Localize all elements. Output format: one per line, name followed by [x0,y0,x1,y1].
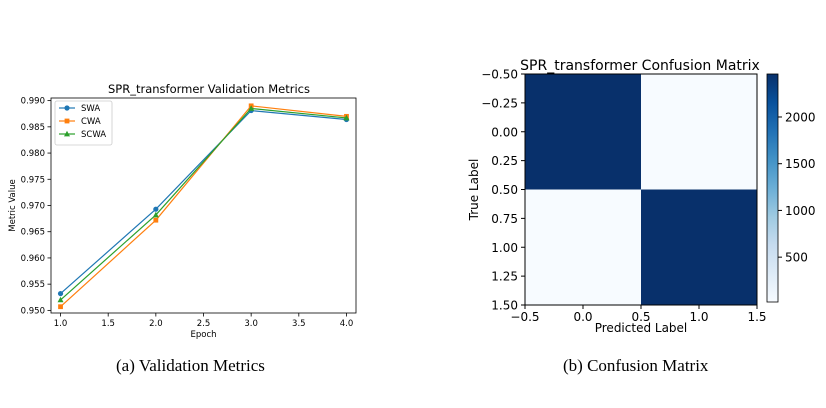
cm-y-tick-label: 1.50 [491,299,518,313]
matrix-cell-1-0 [525,189,641,305]
x-tick-label: 1.0 [54,319,68,329]
x-tick-label: 4.0 [340,319,354,329]
y-tick-label: 0.965 [21,228,45,238]
x-tick-label: 2.5 [197,319,211,329]
series-line-cwa [60,105,347,308]
colorbar [766,73,779,303]
colorbar-tick-label: 2000 [785,110,816,124]
legend-marker-cwa [64,118,70,124]
cm-x-tick-label: −0.5 [510,310,539,324]
confusion-matrix-x-label: Predicted Label [595,321,688,335]
line-chart-axes [50,97,357,314]
caption-a: (a) Validation Metrics [116,356,265,376]
legend-label-cwa: CWA [81,117,101,127]
legend-item-cwa: CWA [59,117,101,127]
line-chart-y-label: Metric Value [8,179,18,231]
cm-x-tick-label: 1.5 [747,310,766,324]
cm-y-tick-label: 0.00 [491,125,518,139]
cm-y-tick-label: 1.00 [491,241,518,255]
legend-marker-scwa [64,130,70,137]
y-tick-label: 0.950 [21,306,45,316]
confusion-matrix-y-label: True Label [467,159,481,222]
matrix-cell-1-1 [641,189,757,305]
caption-b-label: (b) [563,356,583,375]
cm-y-tick-label: 1.25 [491,270,518,284]
matrix-cell-0-0 [525,74,641,190]
data-point-cwa [58,304,63,310]
cm-x-tick-label: 1.0 [689,310,708,324]
cm-x-tick-label: 0.5 [631,310,650,324]
caption-a-label: (a) [116,356,135,375]
data-point-scwa [152,211,159,218]
data-point-cwa [153,217,159,223]
cm-y-tick-label: −0.50 [481,68,518,82]
data-point-swa [153,206,159,212]
legend-label-scwa: SCWA [81,130,106,140]
cm-y-tick-label: 0.50 [491,183,518,197]
x-tick-label: 1.5 [101,319,115,329]
y-tick-label: 0.970 [21,202,45,212]
confusion-matrix-title: SPR_transformer Confusion Matrix [520,58,760,74]
series-line-swa [60,109,347,295]
series-line-scwa [60,107,347,301]
caption-b-text: Confusion Matrix [587,356,709,375]
legend-marker-swa [64,105,70,111]
y-tick-label: 0.980 [21,149,45,159]
legend-item-swa: SWA [59,104,100,114]
x-tick-label: 2.0 [149,319,163,329]
data-point-swa [57,290,64,297]
line-chart-title: SPR_transformer Validation Metrics [108,82,310,96]
cm-y-tick-label: 0.25 [491,154,518,168]
cm-y-tick-label: 0.75 [491,212,518,226]
validation-metrics-chart: SPR_transformer Validation Metrics 1.0 1.… [8,82,357,340]
cm-x-tick-label: 0.0 [573,310,592,324]
confusion-matrix-chart: SPR_transformer Confusion Matrix −0.5 0.0… [467,58,816,335]
y-tick-label: 0.975 [21,175,45,185]
caption-a-text: Validation Metrics [138,356,265,375]
cm-y-tick-label: −0.25 [481,96,518,110]
y-tick-label: 0.955 [21,280,45,290]
legend-item-scwa: SCWA [59,130,106,140]
caption-b: (b) Confusion Matrix [563,356,708,376]
line-chart-x-label: Epoch [190,330,216,340]
colorbar-tick-label: 1000 [785,204,816,218]
x-tick-label: 3.5 [292,319,306,329]
series-scwa [57,105,350,303]
colorbar-tick-label: 500 [785,251,808,265]
data-point-scwa [343,114,350,121]
y-tick-label: 0.960 [21,254,45,264]
y-tick-label: 0.990 [21,97,45,107]
matrix-cell-0-1 [641,74,757,190]
data-point-scwa [248,105,255,111]
legend-label-swa: SWA [81,104,100,114]
data-point-scwa [57,296,64,303]
y-tick-label: 0.985 [21,123,45,133]
line-chart-legend: SWA CWA SCWA [54,100,113,146]
colorbar-tick-label: 1500 [785,157,816,171]
x-tick-label: 3.0 [244,319,258,329]
